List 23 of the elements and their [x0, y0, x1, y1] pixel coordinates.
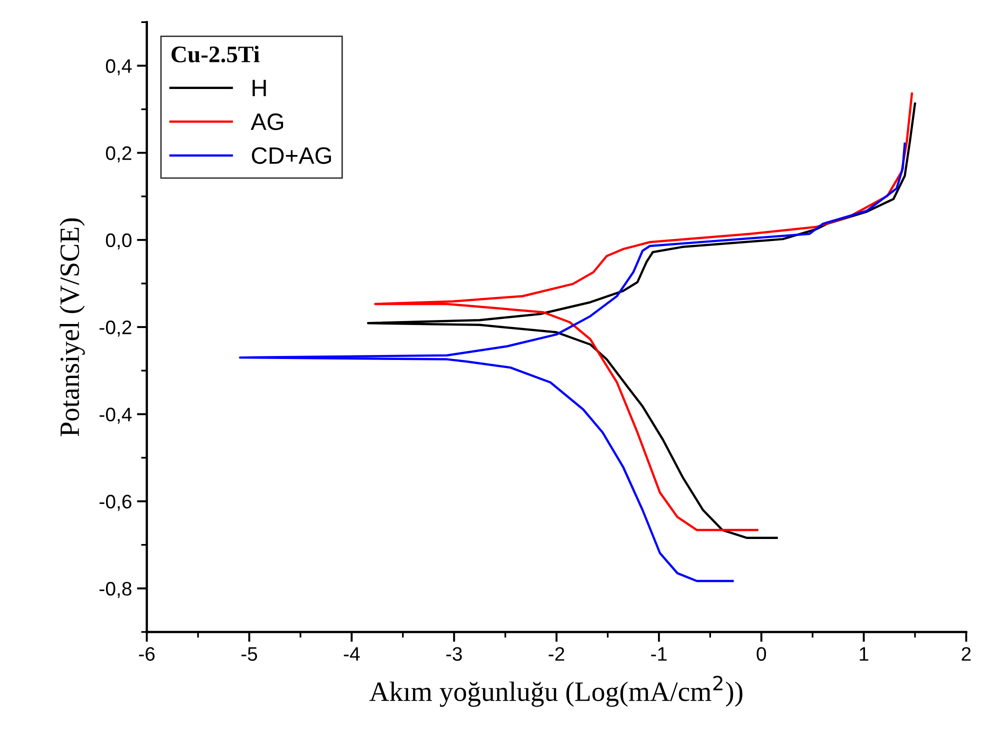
y-axis-title: Potansiyel (V/SCE) — [60, 218, 85, 436]
legend-title: Cu-2.5Ti — [172, 46, 260, 62]
x-tick-label: -4 — [344, 647, 360, 661]
y-tick-label: -0,2 — [100, 320, 132, 337]
legend-label: CD+AG — [252, 147, 331, 164]
legend-label: H — [252, 80, 266, 96]
x-tick-label: -2 — [548, 647, 564, 661]
x-tick-label: -6 — [139, 647, 155, 661]
x-tick-label: -1 — [651, 647, 667, 661]
x-tick-label: 0 — [756, 647, 766, 661]
y-tick-label: 0,0 — [106, 233, 132, 250]
x-tick-label: -5 — [241, 647, 258, 661]
y-tick-label: -0,8 — [100, 582, 132, 598]
legend-label: AG — [250, 113, 284, 130]
x-axis-title: Akım yoğunluğu (Log(mA/cm$^{2}$)) — [369, 676, 742, 707]
line-series — [238, 142, 906, 582]
x-tick-label: -3 — [446, 647, 462, 661]
x-tick-label: 2 — [962, 647, 971, 661]
y-tick-label: -0,6 — [100, 494, 132, 511]
x-tick-label: 1 — [860, 647, 868, 661]
y-tick-label: 0,4 — [106, 59, 132, 76]
y-tick-label: 0,2 — [106, 146, 132, 162]
y-tick-label: -0,4 — [100, 408, 132, 424]
